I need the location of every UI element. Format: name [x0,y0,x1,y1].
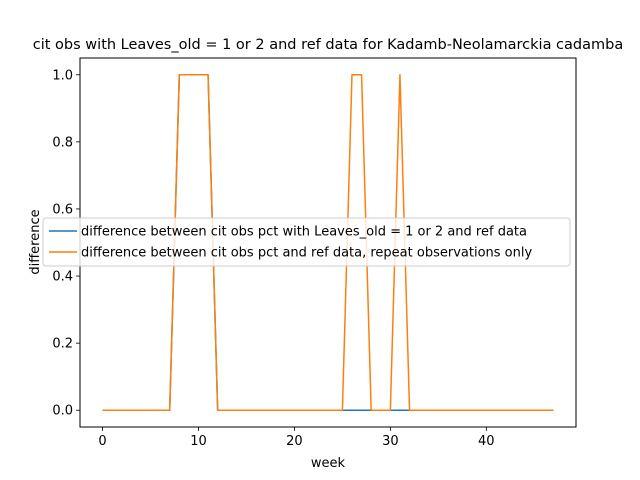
y-tick-label: 0.6 [52,202,73,217]
y-tick-label: 0.8 [52,135,73,150]
x-axis-label: week [311,456,346,471]
y-tick-label: 0.2 [52,337,73,352]
legend-label-series-2: difference between cit obs pct and ref d… [81,246,532,261]
y-tick-label: 0.0 [52,404,73,419]
plot-lines [102,74,554,411]
legend-label-series-1: difference between cit obs pct with Leav… [81,225,527,240]
y-tick-label: 0.4 [52,270,73,285]
y-axis-label: difference [28,209,43,274]
legend-box [42,217,571,267]
y-tick-label: 1.0 [52,68,73,83]
x-tick-label: 40 [478,434,495,449]
x-tick-label: 10 [190,434,207,449]
chart-title: cit obs with Leaves_old = 1 or 2 and ref… [33,37,623,53]
x-tick-label: 20 [286,434,303,449]
series-line-2 [102,74,554,411]
legend: difference between cit obs pct with Leav… [42,217,571,267]
x-tick-label: 0 [98,434,106,449]
x-axis: 0 10 20 30 40 [98,427,495,449]
x-tick-label: 30 [382,434,399,449]
y-axis: 0.0 0.2 0.4 0.6 0.8 1.0 [52,68,80,419]
